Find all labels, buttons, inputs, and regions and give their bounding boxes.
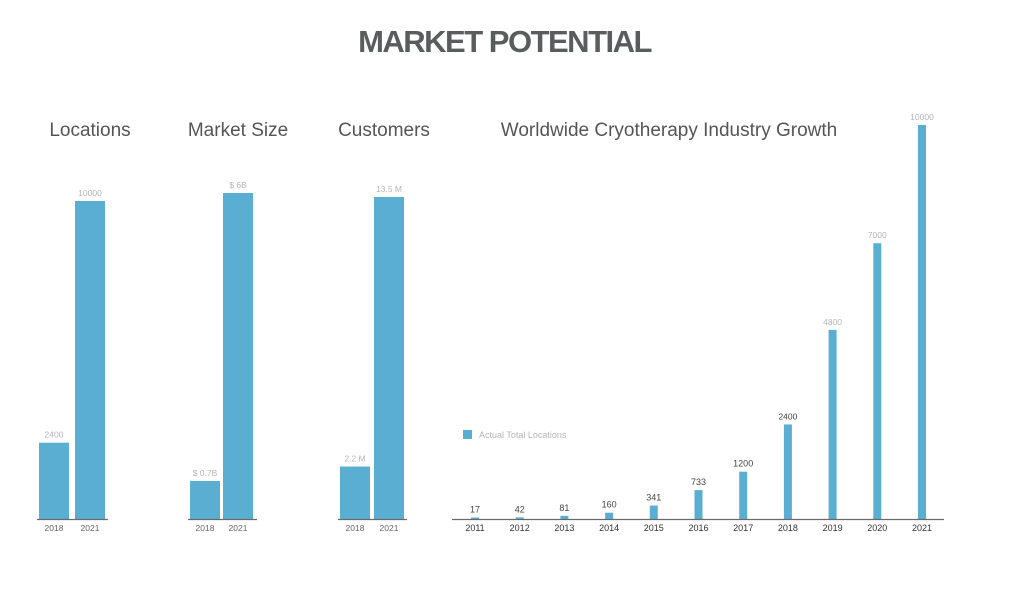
growth-bar-2012 bbox=[515, 517, 524, 519]
growth-tick-label-2015: 2015 bbox=[644, 523, 664, 533]
growth-tick-label-2012: 2012 bbox=[510, 523, 530, 533]
growth-data-label-2013: 81 bbox=[559, 503, 569, 513]
growth-chart-title: Worldwide Cryotherapy Industry Growth bbox=[501, 120, 838, 141]
growth-tick-label-2019: 2019 bbox=[823, 523, 843, 533]
growth-data-label-2014: 160 bbox=[602, 500, 617, 510]
growth-tick-label-2021: 2021 bbox=[912, 523, 932, 533]
customers-data-label-2021: 13.5 M bbox=[376, 184, 402, 194]
growth-data-label-2020: 7000 bbox=[868, 230, 887, 240]
growth-bar-2019 bbox=[828, 329, 837, 519]
growth-data-label-2012: 42 bbox=[515, 504, 525, 514]
growth-bar-2021 bbox=[918, 125, 926, 519]
growth-tick-label-2020: 2020 bbox=[867, 523, 887, 533]
growth-data-label-2016: 733 bbox=[691, 477, 706, 487]
growth-tick-label-2017: 2017 bbox=[733, 523, 753, 533]
locations-bar-2021 bbox=[75, 201, 105, 519]
market-size-bar-2018 bbox=[190, 480, 220, 519]
customers-tick-label-2021: 2021 bbox=[380, 523, 399, 533]
growth-bar-2018 bbox=[783, 424, 792, 519]
growth-bar-2017 bbox=[739, 471, 748, 519]
customers-chart-title: Customers bbox=[338, 120, 430, 141]
locations-data-label-2021: 10000 bbox=[78, 188, 102, 198]
growth-tick-label-2016: 2016 bbox=[688, 523, 708, 533]
locations-chart-title: Locations bbox=[49, 120, 130, 141]
market-size-data-label-2021: $ 6B bbox=[229, 180, 247, 190]
locations-bar-2018 bbox=[39, 442, 69, 519]
growth-bar-2013 bbox=[560, 515, 569, 519]
growth-legend-label: Actual Total Locations bbox=[479, 430, 567, 440]
growth-data-label-2015: 341 bbox=[646, 493, 661, 503]
growth-tick-label-2011: 2011 bbox=[465, 523, 484, 533]
growth-bar-2011 bbox=[471, 517, 479, 519]
growth-data-label-2018: 2400 bbox=[778, 411, 797, 421]
growth-bar-2020 bbox=[873, 243, 882, 519]
growth-bar-2016 bbox=[694, 490, 703, 519]
page-title: MARKET POTENTIAL bbox=[358, 24, 652, 59]
growth-tick-label-2014: 2014 bbox=[599, 523, 619, 533]
market-size-tick-label-2018: 2018 bbox=[196, 523, 215, 533]
locations-tick-label-2018: 2018 bbox=[45, 523, 64, 533]
growth-tick-label-2018: 2018 bbox=[778, 523, 798, 533]
growth-tick-label-2013: 2013 bbox=[554, 523, 574, 533]
growth-data-label-2017: 1200 bbox=[733, 459, 753, 469]
growth-bar-2015 bbox=[649, 505, 658, 519]
locations-data-label-2018: 2400 bbox=[45, 430, 64, 440]
growth-legend-swatch bbox=[463, 430, 472, 439]
growth-data-label-2011: 17 bbox=[470, 505, 480, 515]
market-size-data-label-2018: $ 0.7B bbox=[193, 468, 218, 478]
market-size-chart-title: Market Size bbox=[188, 120, 288, 141]
market-size-bar-2021 bbox=[223, 193, 253, 519]
growth-data-label-2021: 10000 bbox=[910, 112, 934, 122]
customers-bar-2021 bbox=[374, 197, 404, 519]
customers-data-label-2018: 2.2 M bbox=[344, 454, 365, 464]
growth-bar-2014 bbox=[605, 512, 614, 519]
locations-tick-label-2021: 2021 bbox=[81, 523, 100, 533]
customers-tick-label-2018: 2018 bbox=[346, 523, 365, 533]
customers-bar-2018 bbox=[340, 466, 370, 519]
market-size-tick-label-2021: 2021 bbox=[229, 523, 248, 533]
growth-data-label-2019: 4800 bbox=[823, 317, 842, 327]
